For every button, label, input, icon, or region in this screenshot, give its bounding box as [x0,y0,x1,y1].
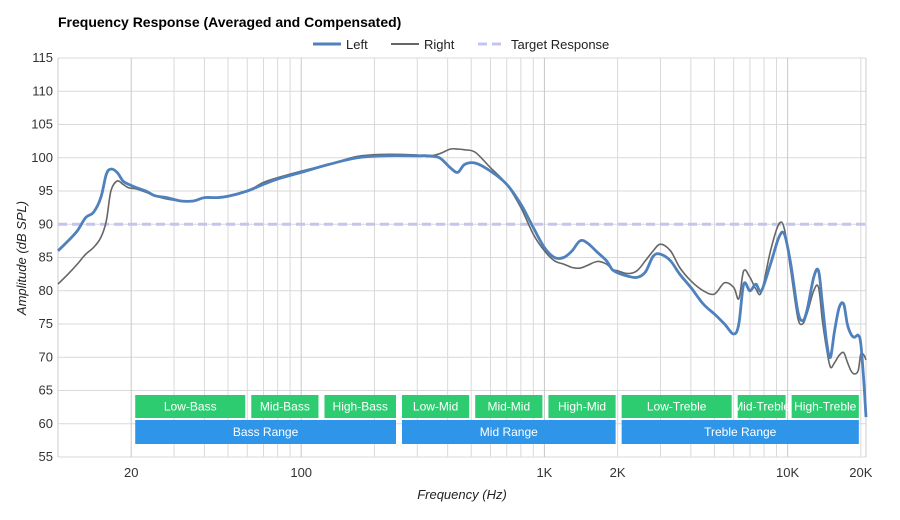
x-tick-label: 20 [124,465,138,480]
y-tick-label: 65 [39,383,53,398]
x-tick-label: 2K [610,465,626,480]
series-right-line [57,147,867,375]
series-layer [57,147,868,418]
band-mid-bass [251,395,319,418]
y-axis-title: Amplitude (dB SPL) [14,201,29,316]
y-tick-label: 90 [39,216,53,231]
band-low-mid [401,395,470,418]
legend-right-label: Right [424,37,455,52]
band-label: Mid Range [480,425,538,439]
band-low-treble [621,395,732,418]
band-mid-mid [475,395,543,418]
y-tick-label: 85 [39,250,53,265]
band-label: High-Mid [558,400,606,414]
band-high-treble [791,395,859,418]
x-tick-label: 100 [290,465,312,480]
band-label: High-Bass [333,400,388,414]
band-label: High-Treble [794,400,857,414]
y-tick-label: 105 [31,117,53,132]
x-tick-label: 1K [536,465,552,480]
band-label: Low-Bass [164,400,217,414]
x-axis-ticks: 20 100 1K 2K 10K 20K [124,465,873,480]
band-label: Treble Range [704,425,777,439]
frequency-bands: Low-Bass Mid-Bass High-Bass Low-Mid Mid-Mid H… [135,395,859,444]
y-tick-label: 70 [39,349,53,364]
legend-left-label: Left [346,37,368,52]
gridlines [57,57,867,458]
legend-target-label: Target Response [511,37,609,52]
band-low-bass [135,395,246,418]
x-tick-label: 20K [849,465,872,480]
series-left-line [57,154,868,418]
y-tick-label: 115 [32,50,53,65]
y-tick-label: 110 [32,83,53,98]
band-bass-range [135,420,396,444]
x-tick-label: 10K [776,465,799,480]
band-label: Low-Mid [413,400,458,414]
y-tick-label: 75 [39,316,53,331]
band-label: Bass Range [233,425,299,439]
y-axis-ticks: 55 60 65 70 75 80 85 90 95 100 105 110 115 [31,50,53,464]
y-tick-label: 60 [39,416,53,431]
band-label: Low-Treble [647,400,707,414]
band-label: Mid-Mid [487,400,530,414]
band-high-mid [548,395,616,418]
x-axis-title: Frequency (Hz) [417,487,507,502]
band-treble-range [621,420,859,444]
band-mid-range [401,420,616,444]
y-tick-label: 80 [39,283,53,298]
chart-title: Frequency Response (Averaged and Compens… [58,14,401,30]
y-tick-label: 100 [31,150,53,165]
band-label: Mid-Treble [733,400,790,414]
band-high-bass [324,395,396,418]
band-label: Mid-Bass [260,400,310,414]
y-tick-label: 95 [39,183,53,198]
y-tick-label: 55 [39,449,53,464]
band-mid-treble [737,395,786,418]
legend: Left Right Target Response [313,37,609,52]
